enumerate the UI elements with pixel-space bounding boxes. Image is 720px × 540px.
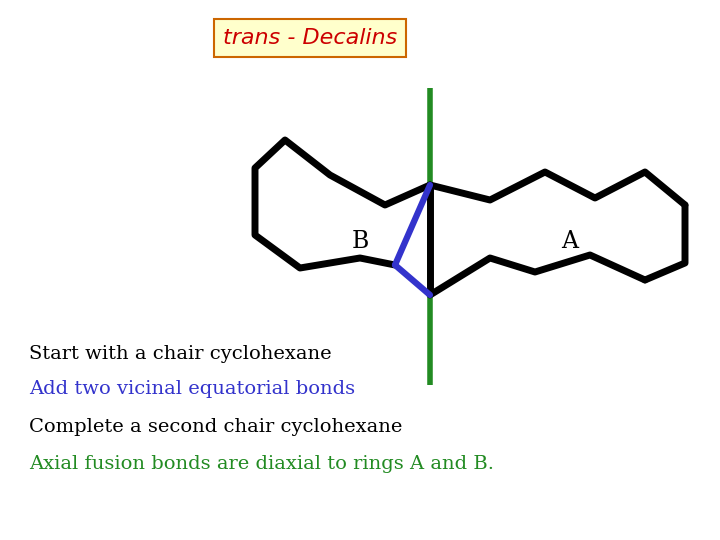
Text: Axial fusion bonds are diaxial to rings A and B.: Axial fusion bonds are diaxial to rings …: [29, 455, 494, 474]
Text: Add two vicinal equatorial bonds: Add two vicinal equatorial bonds: [29, 380, 355, 398]
Text: Complete a second chair cyclohexane: Complete a second chair cyclohexane: [29, 417, 402, 436]
Text: Start with a chair cyclohexane: Start with a chair cyclohexane: [29, 345, 331, 363]
Text: A: A: [562, 231, 578, 253]
Text: trans - Decalins: trans - Decalins: [223, 28, 397, 48]
Text: B: B: [351, 231, 369, 253]
